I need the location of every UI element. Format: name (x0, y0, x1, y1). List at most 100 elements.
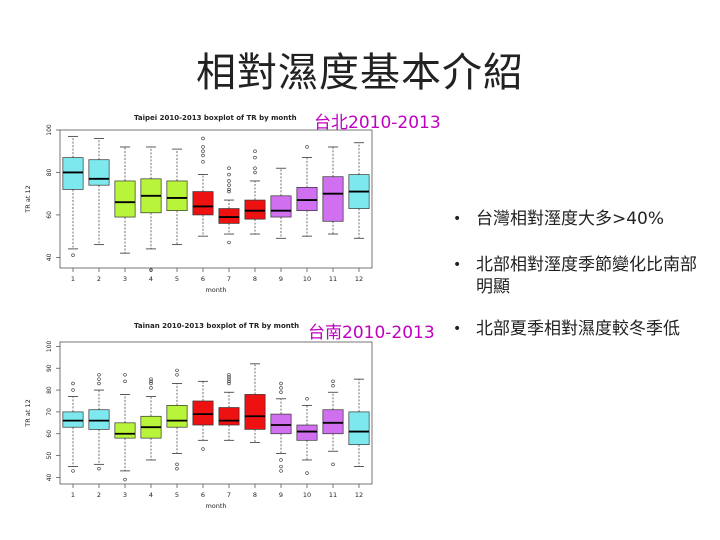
x-tick-label: 9 (279, 275, 283, 283)
x-axis-label: month (205, 286, 226, 294)
box-month-11 (322, 379, 344, 467)
outlier-point (227, 377, 231, 381)
outlier-point (227, 189, 231, 194)
outlier-point (149, 377, 153, 381)
box-iqr (62, 411, 84, 428)
y-axis-label: TR at 12 (24, 185, 32, 213)
box-month-12 (348, 378, 370, 467)
outlier-point (227, 379, 231, 384)
x-tick-label: 8 (253, 275, 257, 283)
outlier-point (227, 375, 231, 379)
box-month-5 (166, 368, 188, 471)
box-iqr (218, 407, 240, 426)
y-tick-label: 80 (46, 386, 53, 394)
box-iqr (244, 199, 266, 220)
slide-title: 相對濕度基本介紹 (196, 50, 524, 96)
plot-frame (59, 129, 373, 269)
outlier-point (227, 381, 231, 386)
box-month-5 (166, 148, 188, 246)
outlier-point (201, 149, 205, 153)
box-iqr (62, 157, 84, 190)
box-month-6 (192, 380, 214, 451)
y-axis-label: TR at 12 (24, 399, 32, 427)
outlier-point (305, 397, 309, 401)
box-iqr (244, 394, 266, 430)
outlier-point (253, 149, 257, 153)
outlier-point (305, 145, 309, 149)
outlier-point (279, 464, 283, 469)
box-iqr (192, 400, 214, 426)
box-iqr (166, 180, 188, 212)
x-tick-label: 1 (71, 491, 75, 499)
taipei-boxplot: Taipei 2010-2013 boxplot of TR by month 4… (24, 114, 373, 294)
outlier-point (331, 383, 335, 388)
box-month-11 (322, 146, 344, 235)
box-month-10 (296, 145, 318, 237)
box-iqr (166, 405, 188, 428)
outlier-point (227, 373, 231, 377)
x-tick-label: 8 (253, 491, 257, 499)
outlier-point (201, 160, 205, 164)
box-iqr (88, 409, 110, 430)
box-month-1 (62, 135, 84, 257)
outlier-point (201, 136, 205, 141)
box-iqr (88, 159, 110, 186)
box-month-2 (88, 373, 110, 471)
box-month-4 (140, 146, 162, 272)
outlier-point (279, 458, 283, 462)
outlier-point (149, 379, 153, 384)
outlier-point (227, 179, 231, 183)
outlier-point (305, 471, 309, 475)
x-tick-label: 7 (227, 491, 231, 499)
box-iqr (348, 411, 370, 446)
outlier-point (175, 373, 179, 377)
tainan-label: 台南2010-2013 (308, 323, 435, 343)
y-tick-label: 70 (46, 408, 53, 416)
x-axis-label: month (205, 502, 226, 510)
outlier-point (279, 386, 283, 390)
box-iqr (114, 180, 136, 218)
x-tick-label: 12 (355, 275, 363, 283)
box-month-1 (62, 381, 84, 473)
y-tick-label: 100 (46, 124, 53, 136)
box-iqr (270, 195, 292, 218)
outlier-point (97, 373, 101, 377)
outlier-point (227, 240, 231, 245)
box-month-7 (218, 166, 240, 245)
box-month-3 (114, 146, 136, 254)
chart-title: Tainan 2010-2013 boxplot of TR by month (134, 322, 299, 330)
outlier-point (97, 377, 101, 381)
taipei-label: 台北2010-2013 (314, 113, 441, 133)
outlier-point (149, 381, 153, 386)
outlier-point (253, 155, 257, 160)
outlier-point (227, 166, 231, 170)
box-month-9 (270, 381, 292, 473)
x-tick-label: 11 (329, 491, 337, 499)
box-month-2 (88, 138, 110, 246)
box-iqr (322, 176, 344, 222)
y-tick-label: 50 (46, 452, 53, 460)
box-month-4 (140, 377, 162, 461)
outlier-point (149, 386, 153, 390)
bullet-item: 台灣相對溼度大多>40% (450, 208, 664, 230)
x-tick-label: 11 (329, 275, 337, 283)
outlier-point (279, 390, 283, 394)
chart-title: Taipei 2010-2013 boxplot of TR by month (134, 114, 297, 122)
x-tick-label: 3 (123, 275, 127, 283)
x-tick-label: 5 (175, 275, 179, 283)
box-month-6 (192, 136, 214, 237)
outlier-point (227, 187, 231, 192)
x-tick-label: 2 (97, 275, 101, 283)
box-month-3 (114, 373, 136, 482)
x-tick-label: 3 (123, 491, 127, 499)
x-tick-label: 4 (149, 275, 153, 283)
box-iqr (296, 424, 318, 441)
outlier-point (279, 381, 283, 386)
y-tick-label: 80 (46, 168, 53, 176)
outlier-point (97, 381, 101, 386)
x-tick-label: 4 (149, 491, 153, 499)
plot-frame (59, 341, 373, 485)
x-tick-label: 6 (201, 275, 205, 283)
outlier-point (331, 462, 335, 467)
outlier-point (253, 166, 257, 170)
